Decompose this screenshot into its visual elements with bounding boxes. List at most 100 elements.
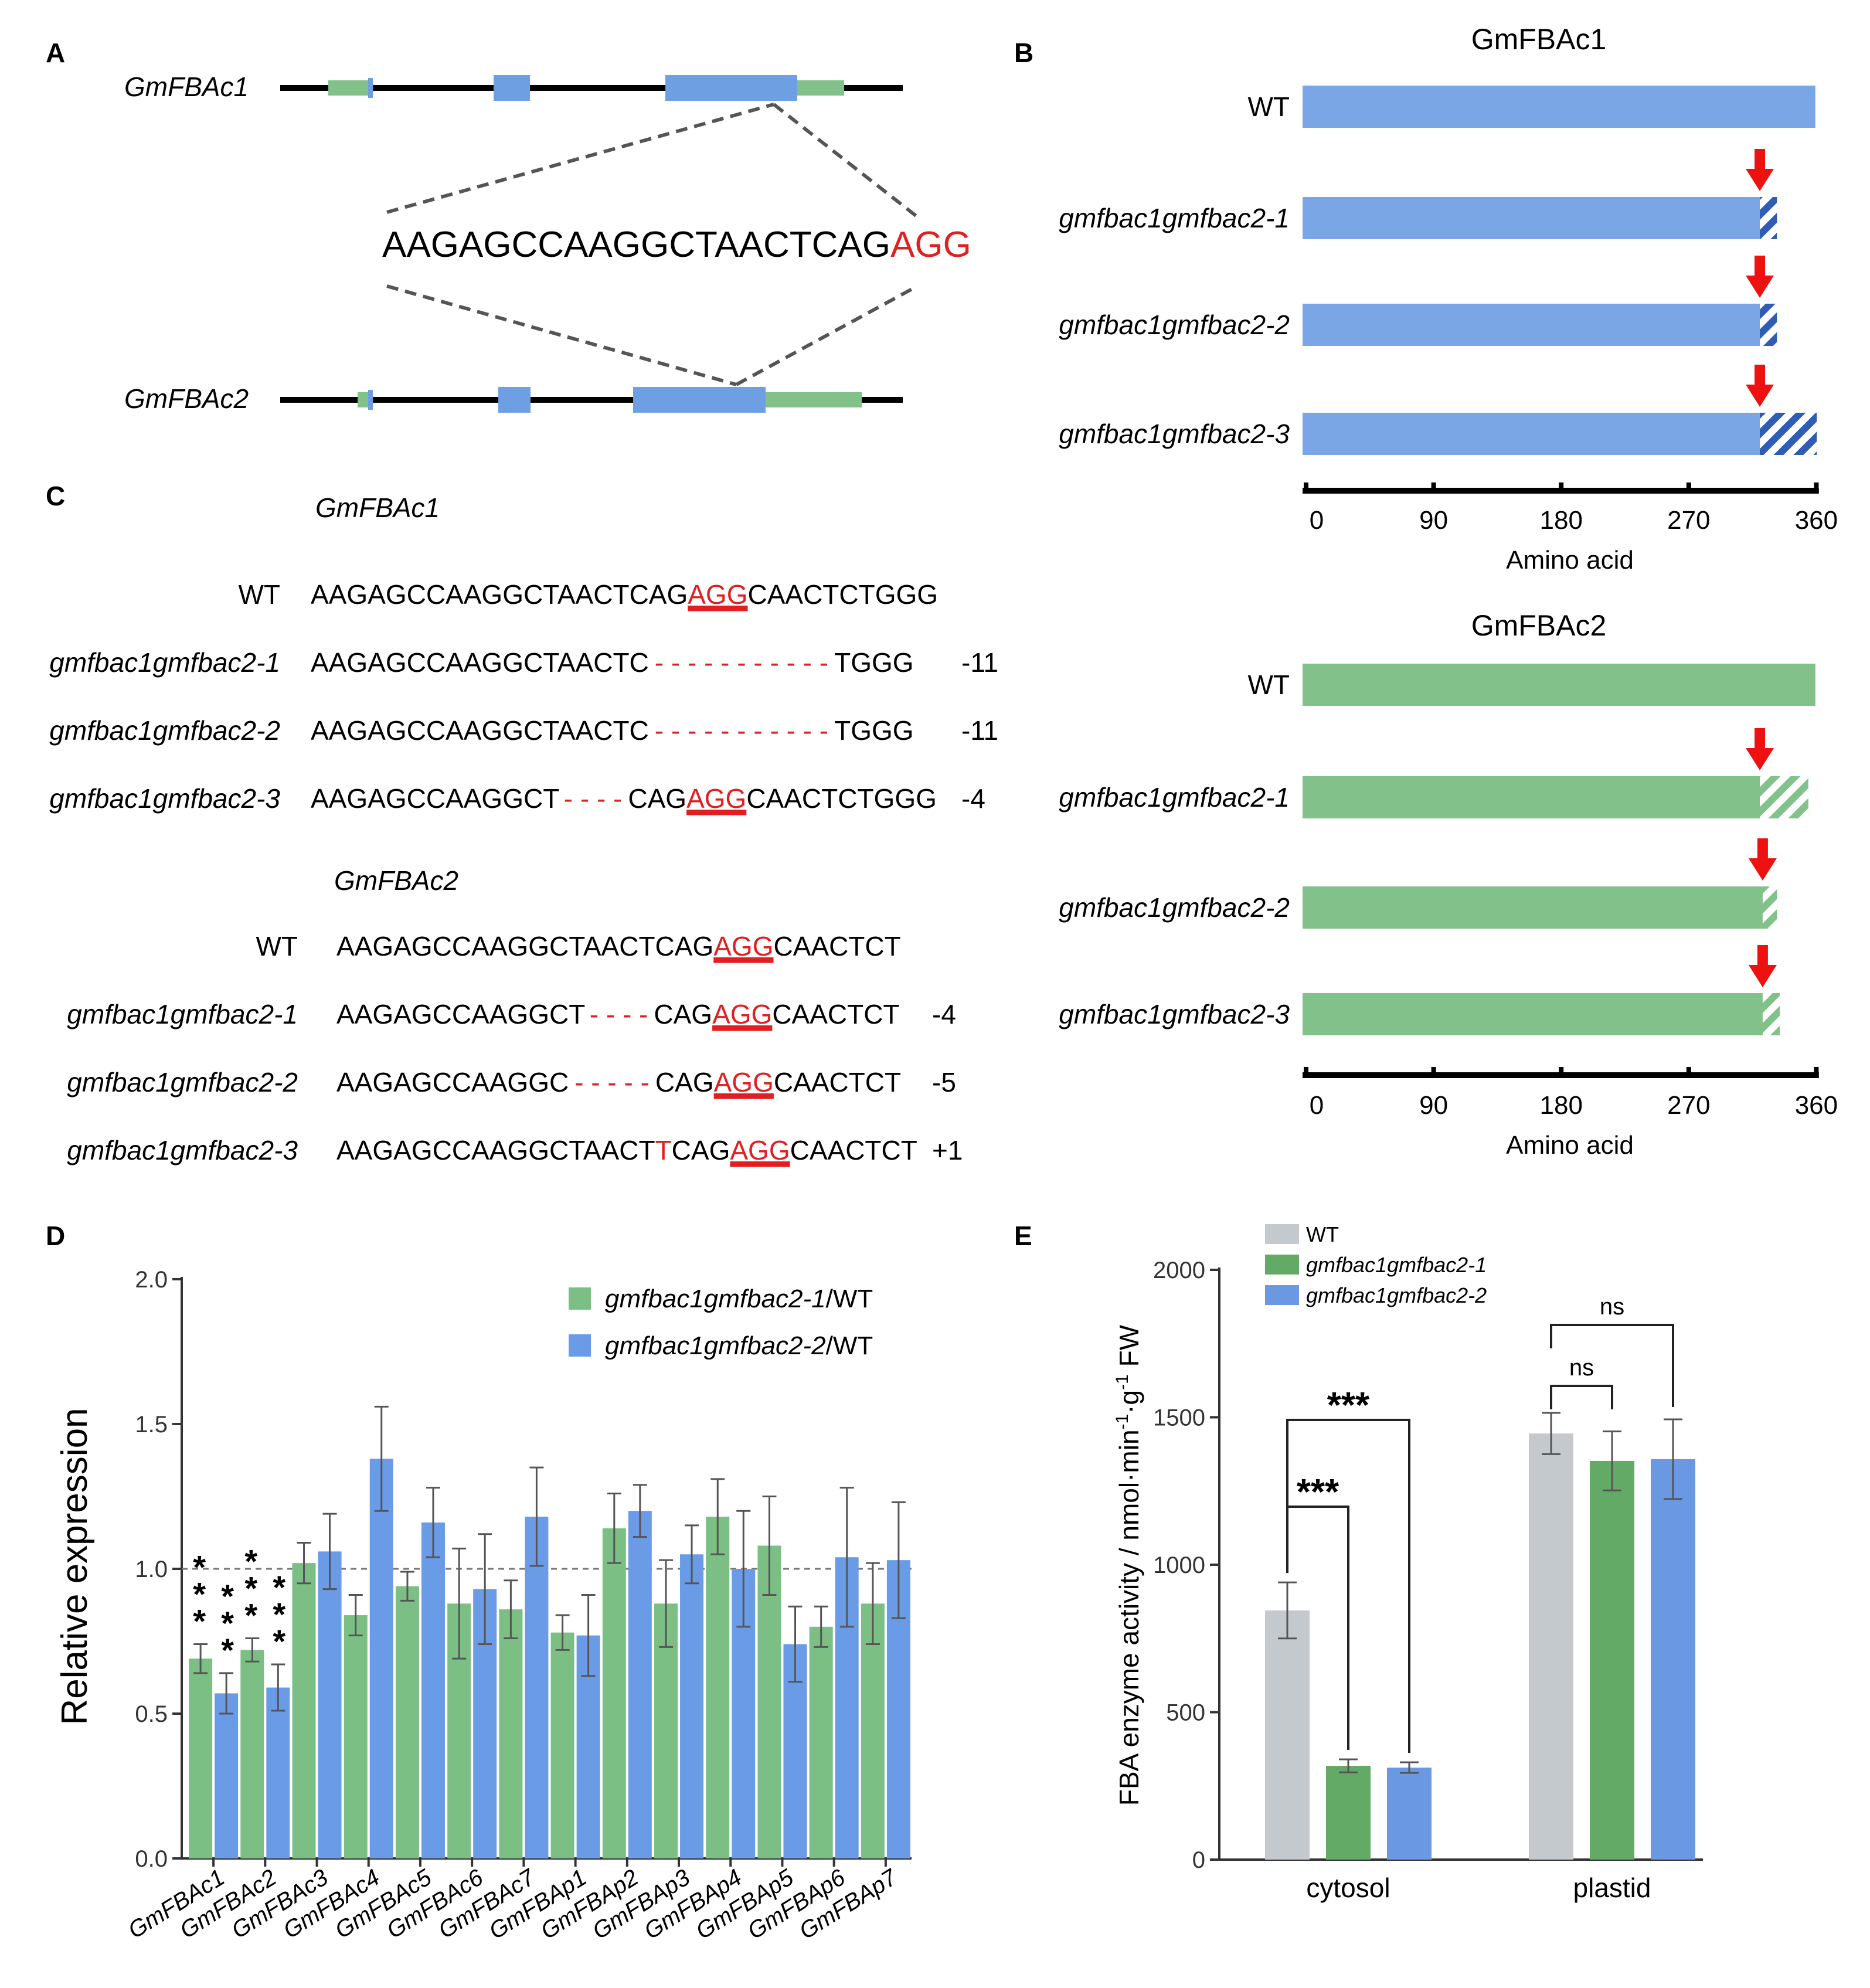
legend-label-italic: gmfbac1gmfbac2-1	[605, 1284, 826, 1313]
bar-wt	[1265, 1610, 1310, 1860]
indel-size: -11	[961, 647, 998, 678]
aa-axis-tick-label: 0	[1310, 506, 1324, 535]
seq-part: CAG	[655, 1067, 714, 1097]
indel-size: -5	[932, 1067, 956, 1097]
protein-bar	[1303, 86, 1815, 128]
zoom-line-bottom-right	[735, 284, 919, 386]
aa-axis-tick-label: 180	[1540, 1091, 1583, 1120]
seq-part: AAGAGCCAAGGCTAACTCAG	[311, 579, 688, 610]
alignment-row-label: gmfbac1gmfbac2-3	[67, 1135, 298, 1165]
protein-row-label: gmfbac1gmfbac2-1	[1059, 782, 1290, 813]
protein-row-label: gmfbac1gmfbac2-3	[1059, 999, 1290, 1029]
bar-mutant2	[628, 1511, 652, 1858]
seq-pam: AGG	[688, 579, 747, 610]
mutation-arrow-shaft	[1757, 838, 1768, 859]
alignment-row-label: gmfbac1gmfbac2-3	[49, 783, 280, 814]
seq-pam: AGG	[712, 999, 772, 1029]
significance-star: *	[244, 1570, 257, 1607]
aa-axis-title: Amino acid	[1506, 546, 1634, 575]
frameshift-region	[1762, 993, 1780, 1035]
mutation-arrow-icon	[1748, 965, 1777, 987]
seq-part: AAGAGCCAAGGC	[336, 1067, 569, 1097]
alignment-row-label: gmfbac1gmfbac2-2	[67, 1067, 298, 1097]
aa-axis-tick-label: 90	[1419, 1091, 1448, 1120]
protein-row-label: gmfbac1gmfbac2-3	[1059, 419, 1290, 449]
significance-star: *	[273, 1569, 285, 1606]
significance-stars: * * *	[193, 1548, 206, 1639]
protein-row-label: gmfbac1gmfbac2-2	[1059, 310, 1290, 340]
aa-axis-title: Amino acid	[1506, 1131, 1634, 1160]
y-axis-title: FBA enzyme activity / nmol·min-1·g-1 FW	[1113, 1324, 1144, 1806]
gmfbac1-exon2	[494, 75, 530, 101]
panel-label-d: D	[46, 1221, 65, 1251]
significance-stars: * * *	[221, 1578, 234, 1668]
frameshift-region	[1760, 304, 1777, 346]
protein-row-label: gmfbac1gmfbac2-2	[1059, 892, 1290, 923]
alignment-sequence: AAGAGCCAAGGCTAACTTCAGAGGCAACTCT	[336, 1135, 917, 1165]
protein-row-label: WT	[1247, 91, 1290, 122]
significance-bracket	[1550, 1324, 1674, 1407]
significance-label: ns	[1600, 1294, 1624, 1320]
y-tick-label: 1.0	[135, 1557, 168, 1582]
gmfbac2-exon1	[368, 390, 373, 410]
protein-diagram-gmfbac1: GmFBAc1 WT gmfbac1gmfbac2-1 gmfbac1gmfbac2-…	[1059, 23, 1838, 575]
protein-bar	[1303, 886, 1777, 929]
panel-label-a: A	[46, 38, 65, 68]
legend-swatch	[1265, 1255, 1299, 1275]
bar-mutant2	[369, 1459, 393, 1858]
mutation-arrow-shaft	[1755, 728, 1766, 749]
bar-mutant2	[266, 1687, 290, 1858]
alignment-row-label: WT	[238, 579, 280, 610]
indel-size: -4	[961, 783, 985, 814]
bar-mutant1	[499, 1609, 523, 1858]
y-tick-label: 500	[1166, 1700, 1205, 1726]
seq-pam: AGG	[730, 1135, 790, 1165]
seq-part: CAACTCT	[790, 1135, 917, 1165]
bar-mutant1	[809, 1626, 833, 1858]
bar-mutant1	[550, 1632, 574, 1858]
aa-axis-tick-label: 270	[1667, 506, 1710, 535]
bar-mutant1	[240, 1650, 264, 1858]
protein-row-label: WT	[1247, 670, 1290, 700]
seq-deletion: - - - - -	[574, 1067, 650, 1097]
protein-bar	[1303, 304, 1777, 346]
seq-part: CAG	[628, 783, 686, 814]
mutation-arrow-icon	[1746, 276, 1774, 298]
target-sequence: AAGAGCCAAGGCTAACTCAGAGG	[382, 225, 971, 265]
y-tick-label: 1.5	[135, 1412, 168, 1438]
bar-wt	[1529, 1433, 1573, 1860]
seq-part: AAGAGCCAAGGCTAACTCAG	[336, 931, 713, 961]
zoom-line-bottom-left	[386, 284, 737, 386]
gene-label-gmfbac2: GmFBAc2	[124, 383, 249, 414]
seq-part: AAGAGCCAAGGCT	[311, 783, 559, 814]
frameshift-region	[1760, 413, 1817, 455]
significance-bracket	[1550, 1385, 1613, 1409]
panel-label-b: B	[1014, 38, 1033, 68]
alignment-row-label: WT	[256, 931, 298, 961]
significance-star: *	[273, 1623, 285, 1660]
significance-star: *	[221, 1632, 234, 1668]
bar-gmfbac1gmfbac2-2	[1651, 1459, 1695, 1860]
y-tick-label: 1000	[1153, 1552, 1205, 1578]
legend-label: gmfbac1gmfbac2-2	[1306, 1283, 1487, 1307]
bar-mutant1	[292, 1563, 316, 1858]
legend-label: gmfbac1gmfbac2-2/WT	[605, 1331, 873, 1360]
y-tick-label: 0.5	[135, 1701, 168, 1727]
bar-mutant1	[395, 1586, 419, 1858]
indel-size: -4	[932, 999, 956, 1029]
mutation-arrow-icon	[1746, 385, 1774, 407]
seq-deletion: - - - -	[564, 783, 623, 814]
legend-label-suffix: /WT	[826, 1284, 873, 1313]
seq-pam: AGG	[686, 783, 746, 814]
seq-part: CAACTCT	[772, 999, 899, 1029]
ylabel-part: FW	[1114, 1324, 1144, 1374]
y-tick-label: 1500	[1153, 1405, 1205, 1431]
bar-mutant2	[318, 1551, 342, 1858]
y-tick-label: 2000	[1153, 1258, 1205, 1283]
seq-part: AAGAGCCAAGGCTAACTC	[311, 715, 649, 746]
significance-stars: * * *	[273, 1569, 285, 1660]
gmfbac1-exon3	[665, 75, 797, 101]
seq-deletion: - - - -	[590, 999, 648, 1029]
